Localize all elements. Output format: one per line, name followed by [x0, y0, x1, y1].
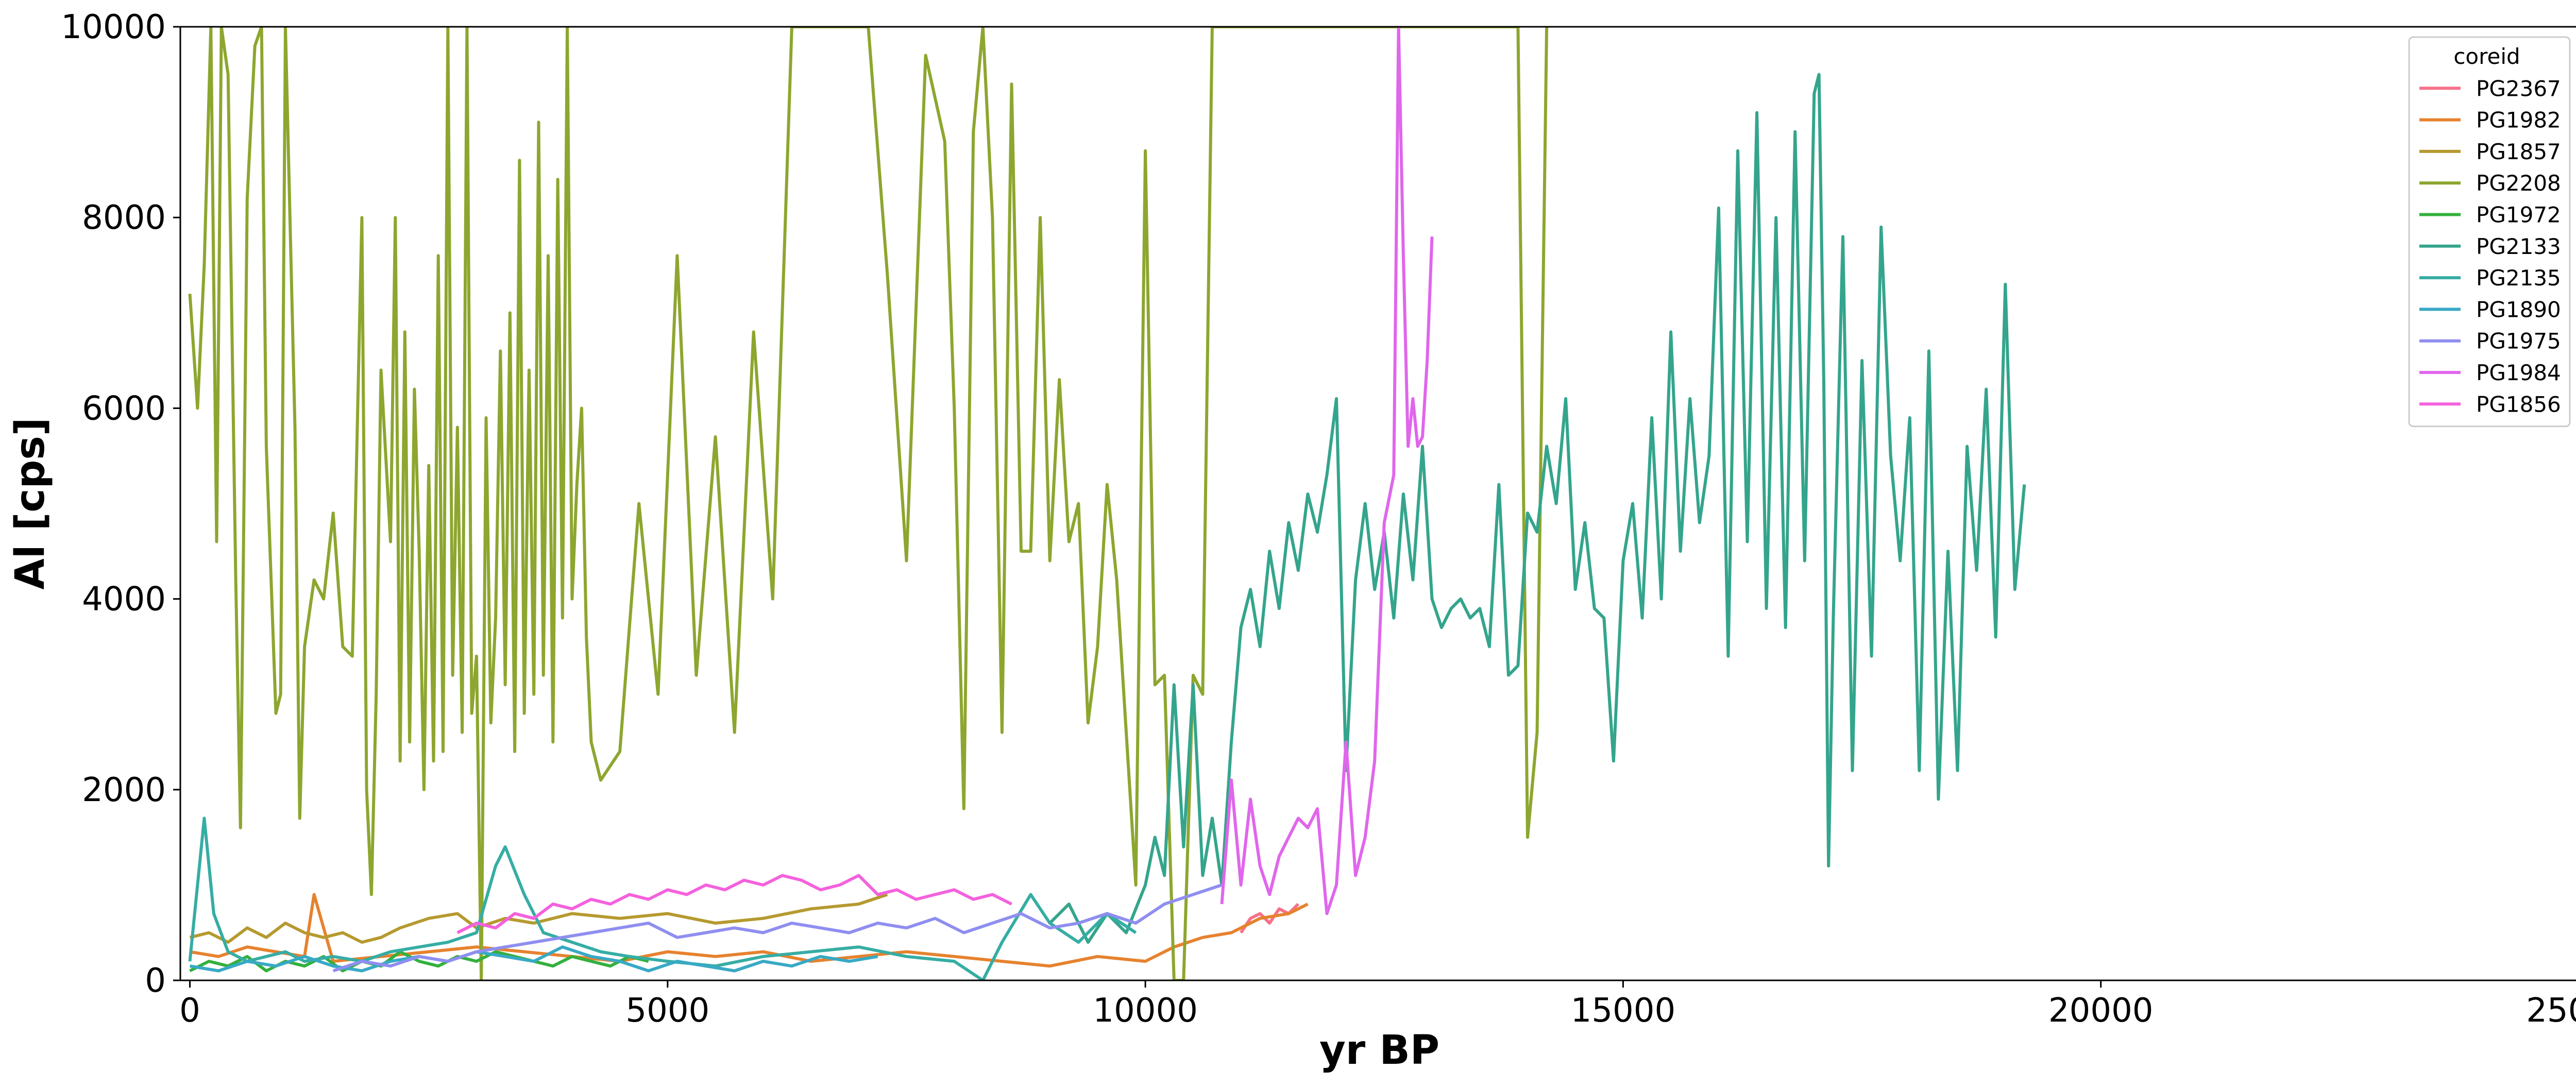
legend-label-pg1857: PG1857	[2476, 139, 2561, 164]
series-line-pg1890	[190, 945, 878, 973]
legend-label-pg1972: PG1972	[2476, 202, 2561, 228]
legend-label-pg2133: PG2133	[2476, 234, 2561, 259]
y-tick-label: 8000	[82, 199, 166, 237]
x-tick-label: 20000	[2048, 992, 2154, 1030]
legend-title: coreid	[2453, 44, 2520, 69]
legend-label-pg2135: PG2135	[2476, 265, 2561, 291]
x-tick-label: 5000	[625, 992, 709, 1030]
legend-label-pg1890: PG1890	[2476, 297, 2561, 322]
series-line-pg2367	[1240, 903, 1300, 934]
x-tick-label: 0	[179, 992, 200, 1030]
series-line-pg1984	[1220, 27, 1434, 915]
legend-label-pg2208: PG2208	[2476, 171, 2561, 196]
x-tick-label: 25000	[2526, 992, 2576, 1030]
y-tick-label: 2000	[82, 771, 166, 809]
series-line-pg1856	[456, 874, 1012, 935]
y-tick-label: 10000	[61, 8, 166, 46]
legend-label-pg1856: PG1856	[2476, 392, 2561, 417]
series-line-pg1972	[189, 950, 649, 973]
legend: coreid PG2367PG1982PG1857PG2208PG1972PG2…	[2408, 36, 2571, 428]
legend-label-pg1984: PG1984	[2476, 360, 2561, 385]
series-line-pg1975	[332, 884, 1223, 973]
legend-label-pg1982: PG1982	[2476, 108, 2561, 133]
series-line-pg2208	[188, 27, 1549, 980]
legend-label-pg1975: PG1975	[2476, 329, 2561, 354]
axes: 0 5000 10000 15000 20000 25000 0 2000 4000 6000 80…	[61, 8, 2576, 1030]
series-line-pg1982	[190, 893, 1309, 968]
legend-items: PG2367 PG1982 PG1857 PG2208 PG1972 PG2133 PG21…	[2419, 76, 2561, 417]
x-tick-label: 10000	[1093, 992, 1198, 1030]
plot-area	[188, 27, 2026, 980]
series-line-pg2135	[188, 817, 1137, 980]
y-tick-label: 0	[145, 962, 166, 1000]
x-axis-title: yr BP	[1319, 1027, 1439, 1074]
y-tick-label: 6000	[82, 389, 166, 428]
y-axis-title: Al [cps]	[7, 417, 54, 589]
series-line-pg2133	[1048, 73, 2026, 944]
series-line-pg1857	[189, 893, 888, 944]
legend-frame	[2408, 36, 2571, 428]
plot-frame	[179, 26, 2576, 981]
x-tick-label: 15000	[1571, 992, 1676, 1030]
y-tick-label: 4000	[82, 581, 166, 619]
legend-label-pg2367: PG2367	[2476, 76, 2561, 101]
